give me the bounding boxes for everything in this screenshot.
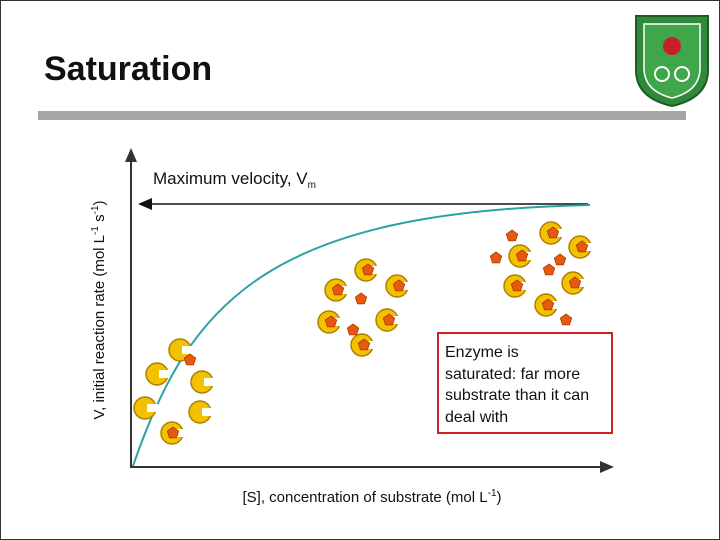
callout-line: saturated: far more: [445, 366, 580, 383]
label-subscript: m: [308, 180, 316, 191]
callout-box: [437, 332, 613, 434]
y-axis-label: V, initial reaction rate (mol L-1 s-1): [90, 200, 108, 419]
logo: [635, 15, 709, 108]
label-superscript: -1: [90, 205, 101, 214]
label-part: Maximum velocity, V: [153, 169, 308, 188]
label-part: V, initial reaction rate (mol L: [91, 235, 108, 420]
axes: [125, 148, 614, 473]
title-bar: [38, 111, 686, 120]
callout-line: substrate than it can: [445, 387, 589, 404]
callout-line: deal with: [445, 409, 508, 426]
callout-line: Enzyme is: [445, 344, 519, 361]
label-part: [S], concentration of substrate (mol L: [242, 489, 487, 506]
max-velocity-label: Maximum velocity, Vm: [153, 169, 316, 191]
saturation-curve: [132, 204, 591, 467]
label-superscript: -1: [488, 488, 497, 499]
label-superscript: -1: [90, 226, 101, 235]
callout-text: Enzyme is saturated: far more substrate …: [445, 344, 589, 426]
label-part: ): [91, 200, 108, 205]
label-part: s: [91, 214, 108, 226]
label-part: ): [497, 489, 502, 506]
vmax-arrow: [138, 198, 588, 210]
slide-title: Saturation: [44, 50, 212, 88]
x-axis-label: [S], concentration of substrate (mol L-1…: [242, 488, 501, 506]
